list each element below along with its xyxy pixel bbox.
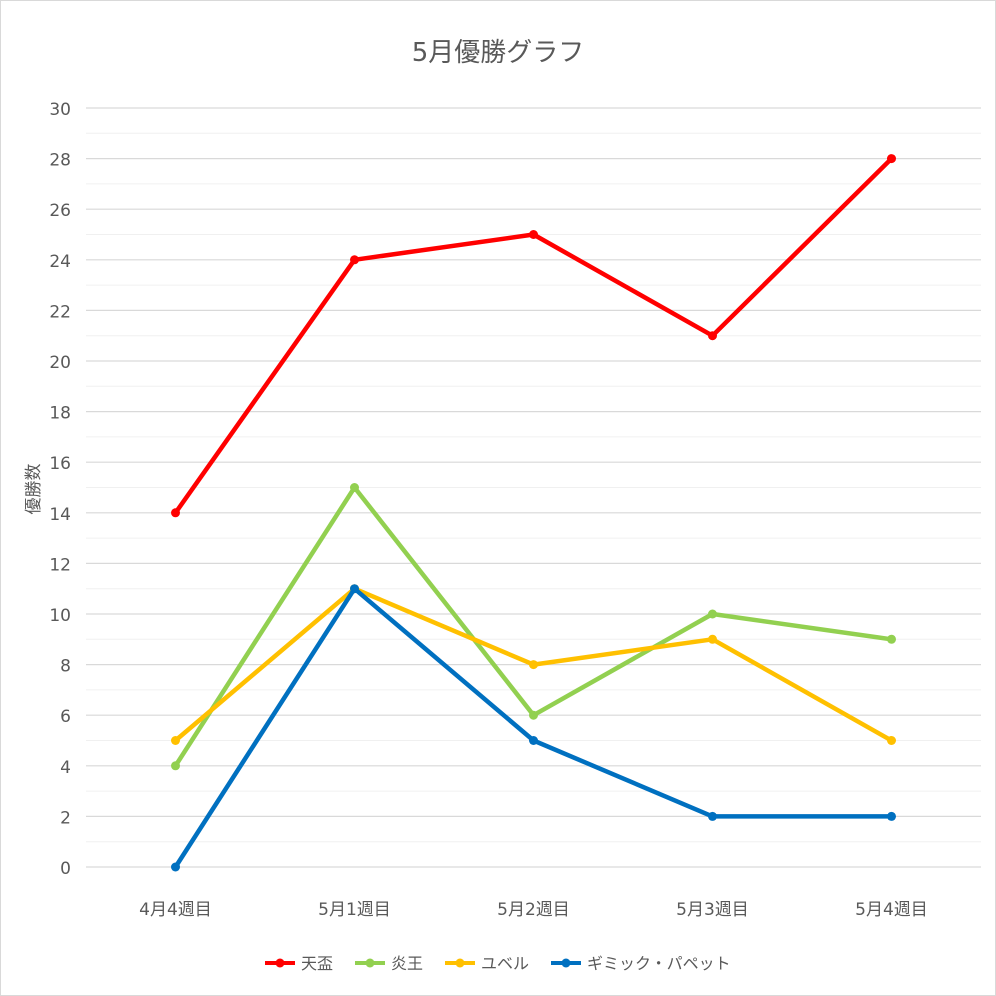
y-tick-label: 20 (49, 353, 71, 373)
legend-item: 炎王 (355, 954, 423, 973)
y-axis-title: 優勝数 (24, 464, 44, 515)
y-tick-label: 10 (49, 606, 71, 626)
series-line (173, 586, 894, 870)
y-tick-label: 6 (60, 707, 71, 727)
gridlines (86, 107, 981, 868)
y-tick-label: 24 (49, 252, 71, 272)
legend-label: 炎王 (391, 954, 423, 973)
legend-label: ユベル (481, 954, 529, 973)
y-tick-label: 0 (60, 859, 71, 879)
y-tick-label: 16 (49, 454, 71, 474)
data-point (350, 483, 359, 492)
data-point (887, 634, 896, 644)
series-炎王 (171, 483, 896, 771)
x-tick-label: 5月3週目 (676, 900, 749, 920)
data-point (171, 508, 180, 518)
legend-item: 天盃 (265, 954, 333, 973)
data-point (887, 736, 896, 745)
data-point (350, 255, 359, 265)
legend-item: ユベル (445, 954, 529, 973)
x-tick-label: 5月2週目 (497, 900, 570, 920)
chart-title: 5月優勝グラフ (412, 38, 585, 68)
legend-marker (455, 958, 465, 968)
data-point (887, 154, 896, 164)
series-ギミック・パペット (171, 584, 896, 872)
legend-label: ギミック・パペット (587, 954, 731, 973)
y-tick-label: 28 (49, 151, 71, 171)
y-tick-label: 8 (60, 657, 71, 677)
data-point (350, 584, 359, 594)
series-天盃 (171, 154, 896, 518)
data-point (529, 230, 538, 239)
y-tick-label: 4 (60, 758, 71, 778)
x-axis-ticks: 4月4週目 5月1週目 5月2週目 5月3週目 5月4週目 (139, 900, 928, 920)
series-line (173, 485, 894, 769)
series-group (171, 154, 896, 872)
data-point (171, 862, 180, 872)
data-point (708, 331, 717, 341)
data-point (171, 736, 180, 745)
x-tick-label: 4月4週目 (139, 900, 212, 920)
legend: 天盃 炎王 ユベル ギミック・パペット (265, 954, 731, 973)
data-point (887, 811, 896, 821)
y-tick-label: 30 (49, 100, 71, 120)
data-point (529, 660, 538, 670)
legend-marker (561, 958, 571, 968)
y-tick-label: 2 (60, 808, 71, 828)
data-point (708, 634, 717, 644)
y-tick-label: 12 (49, 555, 71, 575)
data-point (529, 710, 538, 720)
legend-marker (365, 958, 375, 968)
data-point (708, 609, 717, 619)
x-tick-label: 5月1週目 (318, 900, 391, 920)
data-point (171, 761, 180, 771)
legend-item: ギミック・パペット (551, 954, 731, 973)
data-point (708, 811, 717, 821)
legend-label: 天盃 (301, 954, 333, 973)
data-point (529, 736, 538, 745)
y-tick-label: 18 (49, 404, 71, 424)
y-tick-label: 22 (49, 302, 71, 322)
y-tick-label: 14 (49, 505, 71, 525)
x-tick-label: 5月4週目 (855, 900, 928, 920)
y-tick-label: 26 (49, 201, 71, 221)
legend-marker (275, 958, 285, 968)
